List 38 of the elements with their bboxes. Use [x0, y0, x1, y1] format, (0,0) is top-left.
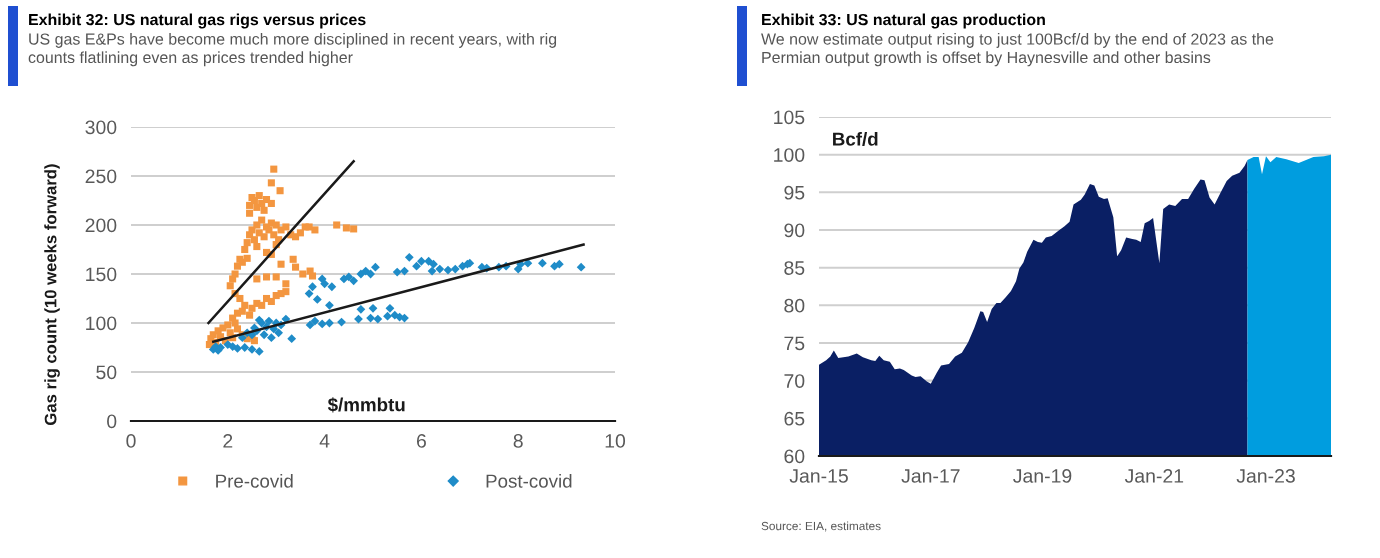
- y-tick-label: 65: [784, 411, 805, 426]
- y-tick-label: 0: [107, 414, 117, 429]
- y-tick-label: 300: [85, 120, 117, 135]
- chart-subtitle: US gas E&Ps have become much more disciplined in recent years, with rig counts flatlining even as prices trended higher: [28, 33, 557, 67]
- x-tick-label: 4: [319, 434, 330, 448]
- y-tick-label: 90: [784, 223, 805, 238]
- y-tick-label: 50: [96, 365, 117, 380]
- x-tick-label: Jan-17: [901, 469, 960, 483]
- y-tick-label: 250: [85, 169, 117, 184]
- x-tick-label: 10: [605, 434, 626, 448]
- chart-title: Exhibit 33: US natural gas production: [762, 13, 1045, 29]
- y-tick-label: 70: [784, 374, 805, 388]
- x-tick-label: 2: [223, 434, 233, 448]
- x-tick-label: Jan-15: [789, 469, 848, 483]
- y-axis-title: Gas rig count (10 weeks forward): [44, 164, 60, 425]
- x-tick-label: Jan-21: [1124, 469, 1184, 483]
- legend-label: Pre-covid: [216, 474, 293, 488]
- y-tick-label: 100: [774, 148, 805, 162]
- y-tick-label: 200: [85, 218, 117, 233]
- y-tick-label: 75: [784, 336, 805, 351]
- x-tick-label: 6: [416, 434, 426, 448]
- x-tick-label: 8: [513, 434, 523, 448]
- y-tick-label: 150: [86, 267, 117, 282]
- source-note: Source: EIA, estimates: [761, 521, 881, 532]
- y-tick-label: 95: [784, 185, 805, 200]
- y-tick-label: 100: [86, 316, 117, 331]
- y-tick-label: 105: [774, 110, 805, 125]
- x-tick-label: Jan-23: [1236, 469, 1295, 483]
- legend-label: Post-covid: [486, 474, 572, 488]
- chart-subtitle: We now estimate output rising to just 100Bcf/d by the end of 2023 as the Permian output growth is offset by Haynesville and other basins: [761, 33, 1274, 67]
- x-tick-label: 0: [126, 434, 136, 448]
- y-tick-label: 60: [784, 449, 805, 464]
- y-tick-label: 80: [784, 298, 805, 313]
- x-axis-title: $/mmbtu: [327, 397, 405, 413]
- y-tick-label: 85: [784, 261, 805, 275]
- chart-title: Exhibit 32: US natural gas rigs versus prices: [29, 13, 366, 29]
- y-axis-title: Bcf/d: [833, 131, 878, 146]
- x-tick-label: Jan-19: [1013, 469, 1072, 483]
